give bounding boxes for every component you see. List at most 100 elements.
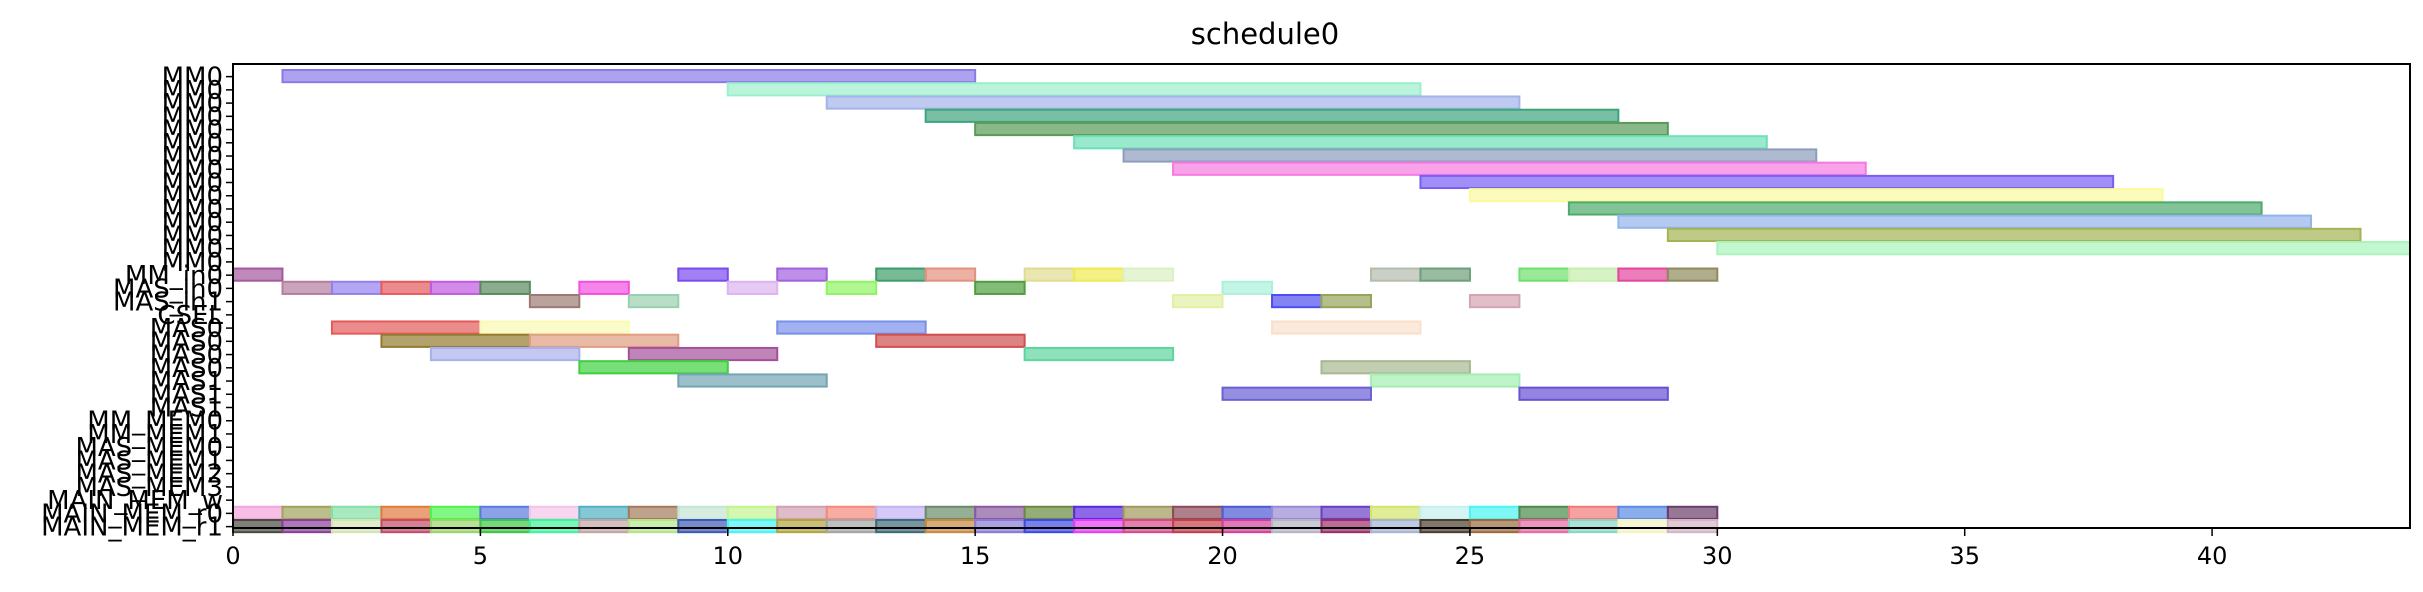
bar-MAS1-57 xyxy=(1369,373,1521,388)
y-tick-label-17: MAS_in1 xyxy=(113,288,223,318)
bar-MM_in0-27 xyxy=(1666,267,1719,282)
bar-MAS0-48 xyxy=(380,333,531,348)
bar-MM0-3 xyxy=(924,108,1620,123)
bar-MM_in0-20 xyxy=(1073,267,1125,282)
y-tick-label-23: MAS1 xyxy=(150,367,223,397)
bar-MAIN_MEM_r0-62 xyxy=(330,505,383,520)
bar-MAIN_MEM_r0-71 xyxy=(776,505,828,520)
bar-MAIN_MEM_r1-103 xyxy=(875,519,927,534)
bar-MAS_in0-36 xyxy=(974,280,1026,295)
bar-MAIN_MEM_r0-86 xyxy=(1518,505,1570,520)
bar-MAIN_MEM_r1-97 xyxy=(578,519,630,534)
bar-MAIN_MEM_r0-60 xyxy=(232,505,284,520)
bar-MAS_in0-30 xyxy=(380,280,432,295)
bar-MM_in0-26 xyxy=(1617,267,1669,282)
bar-MAIN_MEM_r1-90 xyxy=(232,519,284,534)
bar-MAIN_MEM_r1-110 xyxy=(1221,519,1274,534)
bar-MAS0-44 xyxy=(330,320,482,335)
bar-MM_in0-16 xyxy=(776,267,828,282)
x-tick-label-40: 40 xyxy=(2197,542,2228,570)
bar-MAS_in0-34 xyxy=(726,280,779,295)
y-tick-label-16: MAS_in0 xyxy=(113,274,223,304)
bar-MAS_in0-29 xyxy=(330,280,383,295)
bar-MAS0-50 xyxy=(875,333,1026,348)
bar-MM_in0-15 xyxy=(677,267,729,282)
y-tick-label-12: MM0 xyxy=(162,221,223,251)
y-tick-label-22: MAS0 xyxy=(150,354,223,384)
bar-MAS0-53 xyxy=(1023,346,1175,362)
bar-MAIN_MEM_r1-104 xyxy=(924,519,977,534)
bar-MM_in0-21 xyxy=(1122,267,1175,282)
bar-MAS_in1-42 xyxy=(1320,294,1372,309)
bar-MAIN_MEM_r0-76 xyxy=(1023,505,1076,520)
y-tick-label-31: MAS_MEM3 xyxy=(75,473,223,503)
bar-MAIN_MEM_r1-118 xyxy=(1617,519,1669,534)
bar-MAS0-55 xyxy=(1320,360,1471,375)
bar-MAS_in0-31 xyxy=(429,280,482,295)
bar-MAIN_MEM_r0-65 xyxy=(479,505,531,520)
bar-MAS0-46 xyxy=(776,320,927,335)
bar-MAIN_MEM_r1-99 xyxy=(677,519,729,534)
x-tick-label-25: 25 xyxy=(1455,542,1486,570)
y-tick-label-30: MAS_MEM2 xyxy=(75,460,223,490)
y-tick-label-28: MAS_MEM0 xyxy=(75,433,223,463)
bar-MAIN_MEM_r0-79 xyxy=(1172,505,1224,520)
y-tick-label-5: MM0 xyxy=(162,129,223,159)
bar-MAIN_MEM_r1-95 xyxy=(479,519,531,534)
bar-MAIN_MEM_r1-114 xyxy=(1419,519,1471,534)
x-tick-label-10: 10 xyxy=(712,542,743,570)
bar-MM0-9 xyxy=(1468,188,2164,203)
y-tick-label-27: MM_MEM1 xyxy=(87,420,223,450)
bar-MAS_in0-33 xyxy=(578,280,630,295)
bar-MM0-8 xyxy=(1419,174,2115,190)
bar-MM_in0-18 xyxy=(924,267,977,282)
bar-MAIN_MEM_r0-66 xyxy=(528,505,581,520)
bar-MAS1-56 xyxy=(677,373,828,388)
bar-MAIN_MEM_r1-93 xyxy=(380,519,432,534)
x-tick-label-0: 0 xyxy=(225,542,240,570)
y-tick-label-8: MM0 xyxy=(162,169,223,199)
bar-MAIN_MEM_r1-98 xyxy=(627,519,680,534)
bar-MAIN_MEM_r1-113 xyxy=(1369,519,1422,534)
bar-MAIN_MEM_r1-94 xyxy=(429,519,482,534)
bar-MM_in0-22 xyxy=(1369,267,1422,282)
y-tick-label-26: MM_MEM0 xyxy=(87,407,223,437)
y-tick-label-29: MAS_MEM1 xyxy=(75,446,223,476)
bar-MAIN_MEM_r0-72 xyxy=(825,505,878,520)
bar-MAS0-49 xyxy=(528,333,680,348)
x-tick-label-30: 30 xyxy=(1702,542,1733,570)
bar-MAIN_MEM_r0-85 xyxy=(1468,505,1521,520)
bar-MAIN_MEM_r0-61 xyxy=(281,505,333,520)
bar-MAIN_MEM_r0-75 xyxy=(974,505,1026,520)
bar-MAIN_MEM_r0-82 xyxy=(1320,505,1372,520)
y-tick-label-7: MM0 xyxy=(162,155,223,185)
y-axis: MM0MM0MM0MM0MM0MM0MM0MM0MM0MM0MM0MM0MM0M… xyxy=(41,63,233,543)
y-tick-label-4: MM0 xyxy=(162,116,223,146)
bar-MAIN_MEM_r1-116 xyxy=(1518,519,1570,534)
bar-MAIN_MEM_r0-88 xyxy=(1617,505,1669,520)
bar-MAIN_MEM_r0-78 xyxy=(1122,505,1175,520)
x-tick-label-20: 20 xyxy=(1207,542,1238,570)
bar-MM_in0-17 xyxy=(875,267,927,282)
bar-MAS_in0-35 xyxy=(825,280,878,295)
bar-MAIN_MEM_r1-96 xyxy=(528,519,581,534)
bars-layer xyxy=(232,69,2412,534)
y-tick-label-1: MM0 xyxy=(162,76,223,106)
y-tick-label-20: MAS0 xyxy=(150,327,223,357)
bar-MAIN_MEM_r1-109 xyxy=(1172,519,1224,534)
chart-title: schedule0 xyxy=(1191,17,1339,51)
bar-MAS1-59 xyxy=(1518,386,1669,401)
bar-MAS_in1-41 xyxy=(1271,294,1323,309)
bar-MAS_in0-28 xyxy=(281,280,333,295)
y-tick-label-34: MAIN_MEM_r1 xyxy=(41,513,223,543)
bar-MAS_in0-37 xyxy=(1221,280,1274,295)
bar-MAIN_MEM_r1-102 xyxy=(825,519,878,534)
bar-MAIN_MEM_r0-69 xyxy=(677,505,729,520)
y-tick-label-9: MM0 xyxy=(162,182,223,212)
bar-MM_in0-25 xyxy=(1567,267,1620,282)
y-tick-label-19: MAS0 xyxy=(150,314,223,344)
bar-MM0-2 xyxy=(825,95,1521,110)
y-tick-label-25: MAS1 xyxy=(150,394,223,424)
bar-MAIN_MEM_r0-83 xyxy=(1369,505,1422,520)
bar-MM0-4 xyxy=(974,121,1669,137)
